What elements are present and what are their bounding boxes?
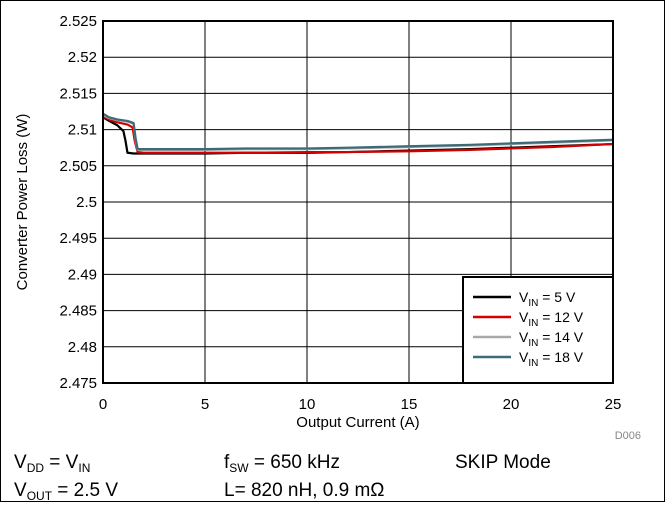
fsw-value: = 650 kHz: [248, 452, 340, 473]
legend-label: VIN = 14 V: [519, 329, 584, 349]
legend-label: VIN = 12 V: [519, 309, 584, 329]
vdd-equals: = V: [44, 452, 79, 473]
y-tick-labels: 2.525 2.52 2.515 2.51 2.505 2.5 2.495 2.49 2.485…: [59, 13, 97, 392]
y-tick-label: 2.515: [59, 85, 97, 102]
y-tick-label: 2.475: [59, 375, 97, 392]
condition-inductor: L= 820 nH, 0.9 mΩ: [224, 480, 385, 501]
legend-label: VIN = 18 V: [519, 349, 584, 369]
x-tick-label: 10: [299, 396, 316, 413]
vout-subscript: OUT: [26, 489, 53, 503]
x-tick-label: 20: [503, 396, 520, 413]
grid: [103, 21, 613, 383]
series-lines: [102, 112, 614, 155]
y-tick-label: 2.5: [76, 194, 97, 211]
y-tick-label: 2.49: [68, 266, 97, 283]
x-tick-label: 0: [99, 396, 107, 413]
x-tick-label: 15: [401, 396, 418, 413]
x-tick-labels: 0 5 10 15 20 25: [99, 396, 622, 413]
figure-id: D006: [615, 430, 641, 440]
condition-mode: SKIP Mode: [455, 452, 551, 473]
fsw-symbol: f: [224, 452, 230, 473]
vdd-symbol: V: [14, 452, 27, 473]
x-tick-label: 25: [605, 396, 622, 413]
series-line-2: [102, 115, 614, 154]
series-line-3: [102, 114, 614, 151]
x-axis-title: Output Current (A): [296, 414, 419, 431]
y-tick-label: 2.505: [59, 158, 97, 175]
condition-vdd: VDD = VIN: [14, 452, 90, 479]
plot-area: [102, 20, 614, 384]
vout-value: = 2.5 V: [52, 480, 119, 501]
legend-box: [462, 276, 614, 384]
y-axis-title: Converter Power Loss (W): [14, 114, 31, 291]
y-tick-label: 2.485: [59, 303, 97, 320]
y-tick-label: 2.52: [68, 49, 97, 66]
y-tick-label: 2.51: [68, 122, 97, 139]
power-loss-chart: 2.5252.522.5152.512.5052.52.4952.492.485…: [14, 13, 641, 440]
condition-fsw: fSW = 650 kHz: [224, 452, 340, 479]
series-line-4: [102, 112, 614, 151]
vout-symbol: V: [14, 480, 27, 501]
vdd-subscript: DD: [26, 461, 45, 475]
condition-vout: VOUT = 2.5 V: [14, 480, 118, 507]
vin-subscript: IN: [78, 461, 91, 475]
fsw-subscript: SW: [229, 461, 249, 475]
y-tick-label: 2.525: [59, 13, 97, 30]
legend-label: VIN = 5 V: [519, 289, 576, 309]
x-tick-label: 5: [201, 396, 209, 413]
y-tick-label: 2.48: [68, 339, 97, 356]
y-tick-label: 2.495: [59, 230, 97, 247]
